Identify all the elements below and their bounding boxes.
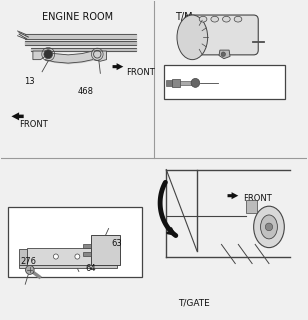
Ellipse shape [177,15,208,60]
Polygon shape [19,249,27,265]
Polygon shape [166,80,172,86]
Polygon shape [180,81,192,85]
Ellipse shape [254,206,284,248]
Circle shape [26,266,34,274]
Polygon shape [112,63,123,70]
Polygon shape [246,200,257,212]
FancyBboxPatch shape [164,65,285,99]
Circle shape [265,223,273,231]
Circle shape [221,52,225,56]
Circle shape [44,50,52,59]
Polygon shape [93,51,107,61]
Polygon shape [219,50,230,59]
Text: 468: 468 [77,87,93,96]
Text: T/M: T/M [176,12,193,22]
Text: FRONT: FRONT [19,120,48,129]
Polygon shape [19,265,117,268]
Text: 276: 276 [21,257,37,266]
Text: 13: 13 [24,77,34,86]
Polygon shape [27,248,117,265]
Polygon shape [11,112,24,120]
Text: FRONT: FRONT [126,68,155,77]
Polygon shape [33,51,45,60]
Text: 63: 63 [111,239,122,248]
Polygon shape [83,252,91,256]
Ellipse shape [261,215,278,239]
Polygon shape [228,192,238,199]
Circle shape [191,78,200,87]
FancyBboxPatch shape [185,15,258,55]
Polygon shape [83,244,91,248]
Circle shape [75,254,80,259]
Ellipse shape [211,16,219,22]
Ellipse shape [222,16,230,22]
Text: 64: 64 [85,264,96,273]
Text: ENGINE ROOM: ENGINE ROOM [42,12,113,22]
Text: T/GATE: T/GATE [178,298,210,307]
Ellipse shape [199,16,207,22]
Text: FRONT: FRONT [243,194,272,203]
Polygon shape [252,41,264,42]
Circle shape [53,254,58,259]
FancyBboxPatch shape [8,207,142,277]
Text: 234: 234 [228,69,243,78]
Polygon shape [91,235,120,265]
Polygon shape [172,79,180,87]
Ellipse shape [234,16,242,22]
